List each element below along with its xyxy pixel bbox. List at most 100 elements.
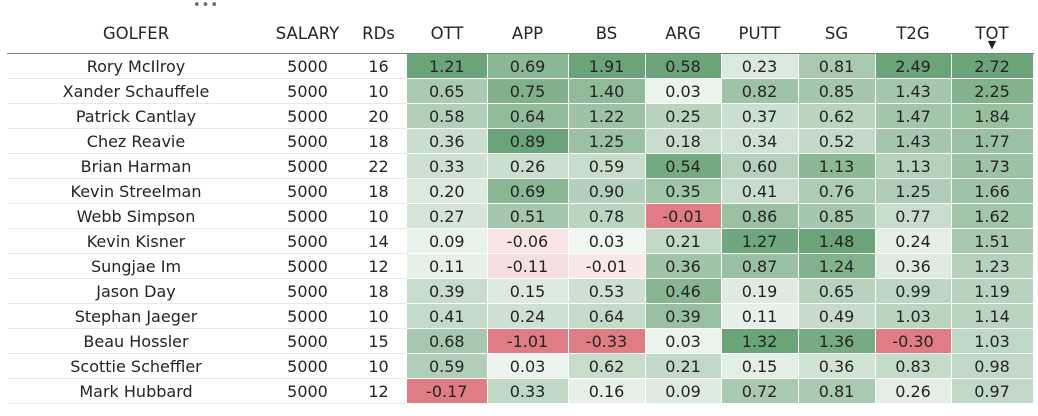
cell-bs: 0.64 [568,303,646,329]
cell-sg: 1.13 [798,153,876,179]
cell-salary: 5000 [265,203,350,229]
cell-bs: -0.33 [568,328,646,354]
cell-rds: 20 [350,103,407,129]
cell-rds: 18 [350,278,407,304]
cell-putt: 0.82 [721,78,799,104]
cell-bs: 0.16 [568,378,646,404]
cell-bs: -0.01 [568,253,646,279]
cell-t2g: 0.99 [875,278,952,304]
column-header-putt[interactable]: PUTT [721,14,798,54]
cell-ott: 0.59 [407,353,488,379]
cell-arg: 0.21 [645,228,722,254]
column-header-tot[interactable]: TOT ▼ [951,14,1033,54]
cell-rds: 22 [350,153,407,179]
cell-salary: 5000 [265,303,350,329]
table-row[interactable]: Kevin Kisner 5000 14 0.09 -0.06 0.03 0.21 1.27 1… [7,228,1034,254]
table-row[interactable]: Jason Day 5000 18 0.39 0.15 0.53 0.46 0.19 0.65 0… [7,278,1034,304]
cell-t2g: 1.43 [875,78,952,104]
cell-app: 0.33 [487,378,569,404]
cell-arg: 0.25 [645,103,722,129]
cell-salary: 5000 [265,228,350,254]
cell-ott: 0.65 [407,78,488,104]
cell-salary: 5000 [265,328,350,354]
table-row[interactable]: Chez Reavie 5000 18 0.36 0.89 1.25 0.18 0.34 0.5… [7,128,1034,154]
cell-t2g: 1.13 [875,153,952,179]
column-header-t2g[interactable]: T2G [875,14,951,54]
cell-t2g: 0.24 [875,228,952,254]
table-row[interactable]: Patrick Cantlay 5000 20 0.58 0.64 1.22 0.25 0.3… [7,103,1034,129]
column-header-app[interactable]: APP [487,14,568,54]
cell-salary: 5000 [265,128,350,154]
cell-tot: 2.25 [951,78,1034,104]
table-row[interactable]: Xander Schauffele 5000 10 0.65 0.75 1.40 0.03 0… [7,78,1034,104]
table-row[interactable]: Kevin Streelman 5000 18 0.20 0.69 0.90 0.35 0.4… [7,178,1034,204]
cell-tot: 1.14 [951,303,1034,329]
cell-arg: 0.58 [645,53,722,79]
table-row[interactable]: Sungjae Im 5000 12 0.11 -0.11 -0.01 0.36 0.87 1.… [7,253,1034,279]
cell-sg: 0.85 [798,78,876,104]
cell-t2g: 2.49 [875,53,952,79]
cell-t2g: 0.77 [875,203,952,229]
cell-app: -0.06 [487,228,569,254]
cell-t2g: -0.30 [875,328,952,354]
table-row[interactable]: Rory McIlroy 5000 16 1.21 0.69 1.91 0.58 0.23 0.… [7,53,1034,79]
column-header-tot-label: TOT [975,24,1009,43]
cell-golfer: Kevin Streelman [7,178,265,204]
cell-sg: 0.49 [798,303,876,329]
cell-ott: 0.36 [407,128,488,154]
cell-arg: 0.54 [645,153,722,179]
cell-ott: -0.17 [407,378,488,404]
table-row[interactable]: Brian Harman 5000 22 0.33 0.26 0.59 0.54 0.60 1.… [7,153,1034,179]
cell-rds: 16 [350,53,407,79]
cell-golfer: Xander Schauffele [7,78,265,104]
column-header-salary[interactable]: SALARY [265,14,350,54]
column-header-bs[interactable]: BS [568,14,645,54]
cell-app: 0.51 [487,203,569,229]
column-header-rds[interactable]: RDs [350,14,407,54]
cell-salary: 5000 [265,153,350,179]
cell-putt: 0.19 [721,278,799,304]
sort-descending-icon: ▼ [987,38,997,51]
cell-t2g: 0.83 [875,353,952,379]
cell-rds: 12 [350,253,407,279]
cell-t2g: 1.03 [875,303,952,329]
cell-ott: 0.09 [407,228,488,254]
table-row[interactable]: Scottie Scheffler 5000 10 0.59 0.03 0.62 0.21 0… [7,353,1034,379]
cell-putt: 0.15 [721,353,799,379]
cell-golfer: Patrick Cantlay [7,103,265,129]
cell-bs: 1.40 [568,78,646,104]
cell-ott: 0.33 [407,153,488,179]
cell-bs: 1.22 [568,103,646,129]
column-header-arg[interactable]: ARG [645,14,721,54]
cell-golfer: Rory McIlroy [7,53,265,79]
table-row[interactable]: Mark Hubbard 5000 12 -0.17 0.33 0.16 0.09 0.72 0… [7,378,1034,404]
cell-golfer: Beau Hossler [7,328,265,354]
cell-rds: 10 [350,303,407,329]
cell-sg: 0.62 [798,103,876,129]
cell-ott: 0.58 [407,103,488,129]
cell-rds: 10 [350,353,407,379]
header-row: GOLFER SALARY RDs OTT APP BS ARG PUTT SG… [7,14,1033,54]
cell-arg: 0.09 [645,378,722,404]
table-row[interactable]: Webb Simpson 5000 10 0.27 0.51 0.78 -0.01 0.86 0… [7,203,1034,229]
cell-app: 0.26 [487,153,569,179]
cell-tot: 1.84 [951,103,1034,129]
cell-t2g: 1.43 [875,128,952,154]
cell-arg: 0.39 [645,303,722,329]
column-header-golfer[interactable]: GOLFER [7,14,265,54]
column-header-sg[interactable]: SG [798,14,875,54]
cell-t2g: 1.25 [875,178,952,204]
cell-sg: 1.48 [798,228,876,254]
cell-arg: 0.21 [645,353,722,379]
column-header-ott[interactable]: OTT [407,14,487,54]
cell-rds: 15 [350,328,407,354]
cell-sg: 0.52 [798,128,876,154]
cell-ott: 0.11 [407,253,488,279]
cell-putt: 0.86 [721,203,799,229]
table-row[interactable]: Stephan Jaeger 5000 10 0.41 0.24 0.64 0.39 0.11… [7,303,1034,329]
cell-putt: 0.87 [721,253,799,279]
cell-putt: 0.72 [721,378,799,404]
cell-app: 0.15 [487,278,569,304]
table-row[interactable]: Beau Hossler 5000 15 0.68 -1.01 -0.33 0.03 1.32… [7,328,1034,354]
more-options-icon[interactable]: ••• [193,0,220,13]
